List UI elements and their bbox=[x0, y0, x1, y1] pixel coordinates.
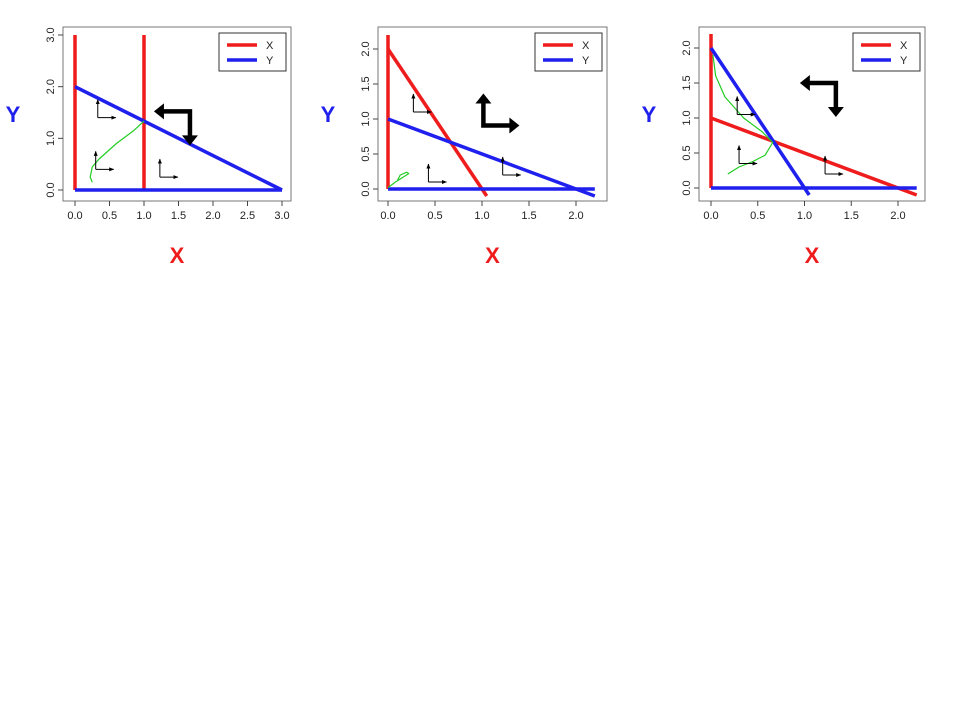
y-tick-label: 0.0 bbox=[681, 180, 693, 195]
y-axis-label: Y bbox=[6, 102, 21, 127]
legend-box bbox=[218, 32, 287, 72]
y-tick-label: 2.0 bbox=[681, 40, 693, 55]
legend-label-y: Y bbox=[582, 55, 590, 67]
legend-label-y: Y bbox=[900, 55, 908, 67]
x-tick-label: 1.0 bbox=[474, 210, 489, 222]
big-arrow-body bbox=[807, 80, 839, 109]
big-flow-arrow bbox=[799, 75, 844, 117]
legend-label-x: X bbox=[266, 40, 274, 52]
nullcline-y bbox=[709, 47, 811, 196]
legend: XY bbox=[534, 32, 603, 72]
y-tick-label: 0.5 bbox=[360, 146, 372, 161]
x-tick-label: 0.5 bbox=[750, 210, 765, 222]
x-tick-label: 0.0 bbox=[703, 210, 718, 222]
legend: XY bbox=[218, 32, 287, 72]
plot-area bbox=[73, 35, 283, 192]
big-arrow-head-up bbox=[475, 93, 492, 104]
y-axis-label: Y bbox=[642, 102, 657, 127]
x-tick-label: 0.0 bbox=[67, 210, 82, 222]
flow-arrow bbox=[500, 156, 522, 177]
y-tick-label: 0.5 bbox=[681, 145, 693, 160]
big-arrow-head-right bbox=[509, 117, 520, 134]
x-tick-label: 1.0 bbox=[797, 210, 812, 222]
legend: XY bbox=[852, 32, 921, 72]
nullcline-x bbox=[386, 48, 489, 197]
y-tick-label: 1.5 bbox=[360, 76, 372, 91]
big-arrow-body bbox=[481, 101, 512, 128]
flow-arrow bbox=[426, 163, 447, 184]
big-arrow-body bbox=[161, 109, 193, 138]
x-axis-label: X bbox=[170, 243, 185, 268]
y-tick-label: 1.0 bbox=[45, 131, 57, 146]
plot-area bbox=[709, 34, 918, 197]
y-tick-label: 1.5 bbox=[681, 75, 693, 90]
big-flow-arrow bbox=[153, 103, 198, 146]
y-tick-label: 0.0 bbox=[360, 181, 372, 196]
y-tick-label: 2.0 bbox=[360, 41, 372, 56]
x-tick-label: 2.5 bbox=[240, 210, 255, 222]
nullcline-y bbox=[387, 117, 596, 198]
y-tick-label: 3.0 bbox=[45, 27, 57, 42]
x-axis-label: X bbox=[805, 243, 820, 268]
big-flow-arrow bbox=[475, 93, 520, 134]
x-tick-label: 1.0 bbox=[136, 210, 151, 222]
x-tick-label: 1.5 bbox=[844, 210, 859, 222]
x-tick-label: 2.0 bbox=[568, 210, 583, 222]
x-tick-label: 1.5 bbox=[171, 210, 186, 222]
flow-arrow bbox=[157, 158, 179, 180]
trajectory-curve bbox=[89, 120, 145, 183]
x-tick-label: 2.0 bbox=[205, 210, 220, 222]
x-tick-label: 3.0 bbox=[274, 210, 289, 222]
legend-label-x: X bbox=[582, 40, 590, 52]
big-arrow-head-down bbox=[181, 135, 198, 146]
y-tick-label: 2.0 bbox=[45, 79, 57, 94]
x-axis-label: X bbox=[485, 243, 500, 268]
x-tick-label: 0.5 bbox=[427, 210, 442, 222]
flow-arrow bbox=[823, 155, 844, 176]
legend-box bbox=[852, 32, 921, 72]
nullcline-x bbox=[710, 116, 918, 197]
x-tick-label: 0.0 bbox=[380, 210, 395, 222]
x-tick-label: 0.5 bbox=[102, 210, 117, 222]
y-tick-label: 0.0 bbox=[45, 182, 57, 197]
trajectory-curve bbox=[712, 54, 774, 175]
plot-area bbox=[386, 35, 596, 198]
nullcline-y bbox=[74, 85, 283, 192]
legend-label-y: Y bbox=[266, 55, 274, 67]
legend-label-x: X bbox=[900, 40, 908, 52]
flow-arrow bbox=[95, 99, 117, 120]
flow-arrow bbox=[737, 145, 758, 166]
flow-arrow bbox=[735, 96, 756, 117]
legend-box bbox=[534, 32, 603, 72]
big-arrow-head-left bbox=[799, 75, 810, 91]
y-tick-label: 1.0 bbox=[681, 110, 693, 125]
x-tick-label: 1.5 bbox=[521, 210, 536, 222]
y-tick-label: 1.0 bbox=[360, 111, 372, 126]
x-tick-label: 2.0 bbox=[890, 210, 905, 222]
big-arrow-head-left bbox=[153, 103, 164, 120]
trajectory-curve bbox=[387, 171, 410, 189]
flow-arrow bbox=[93, 150, 115, 172]
y-axis-label: Y bbox=[321, 102, 336, 127]
flow-arrow bbox=[411, 93, 432, 114]
big-arrow-head-down bbox=[827, 107, 844, 117]
